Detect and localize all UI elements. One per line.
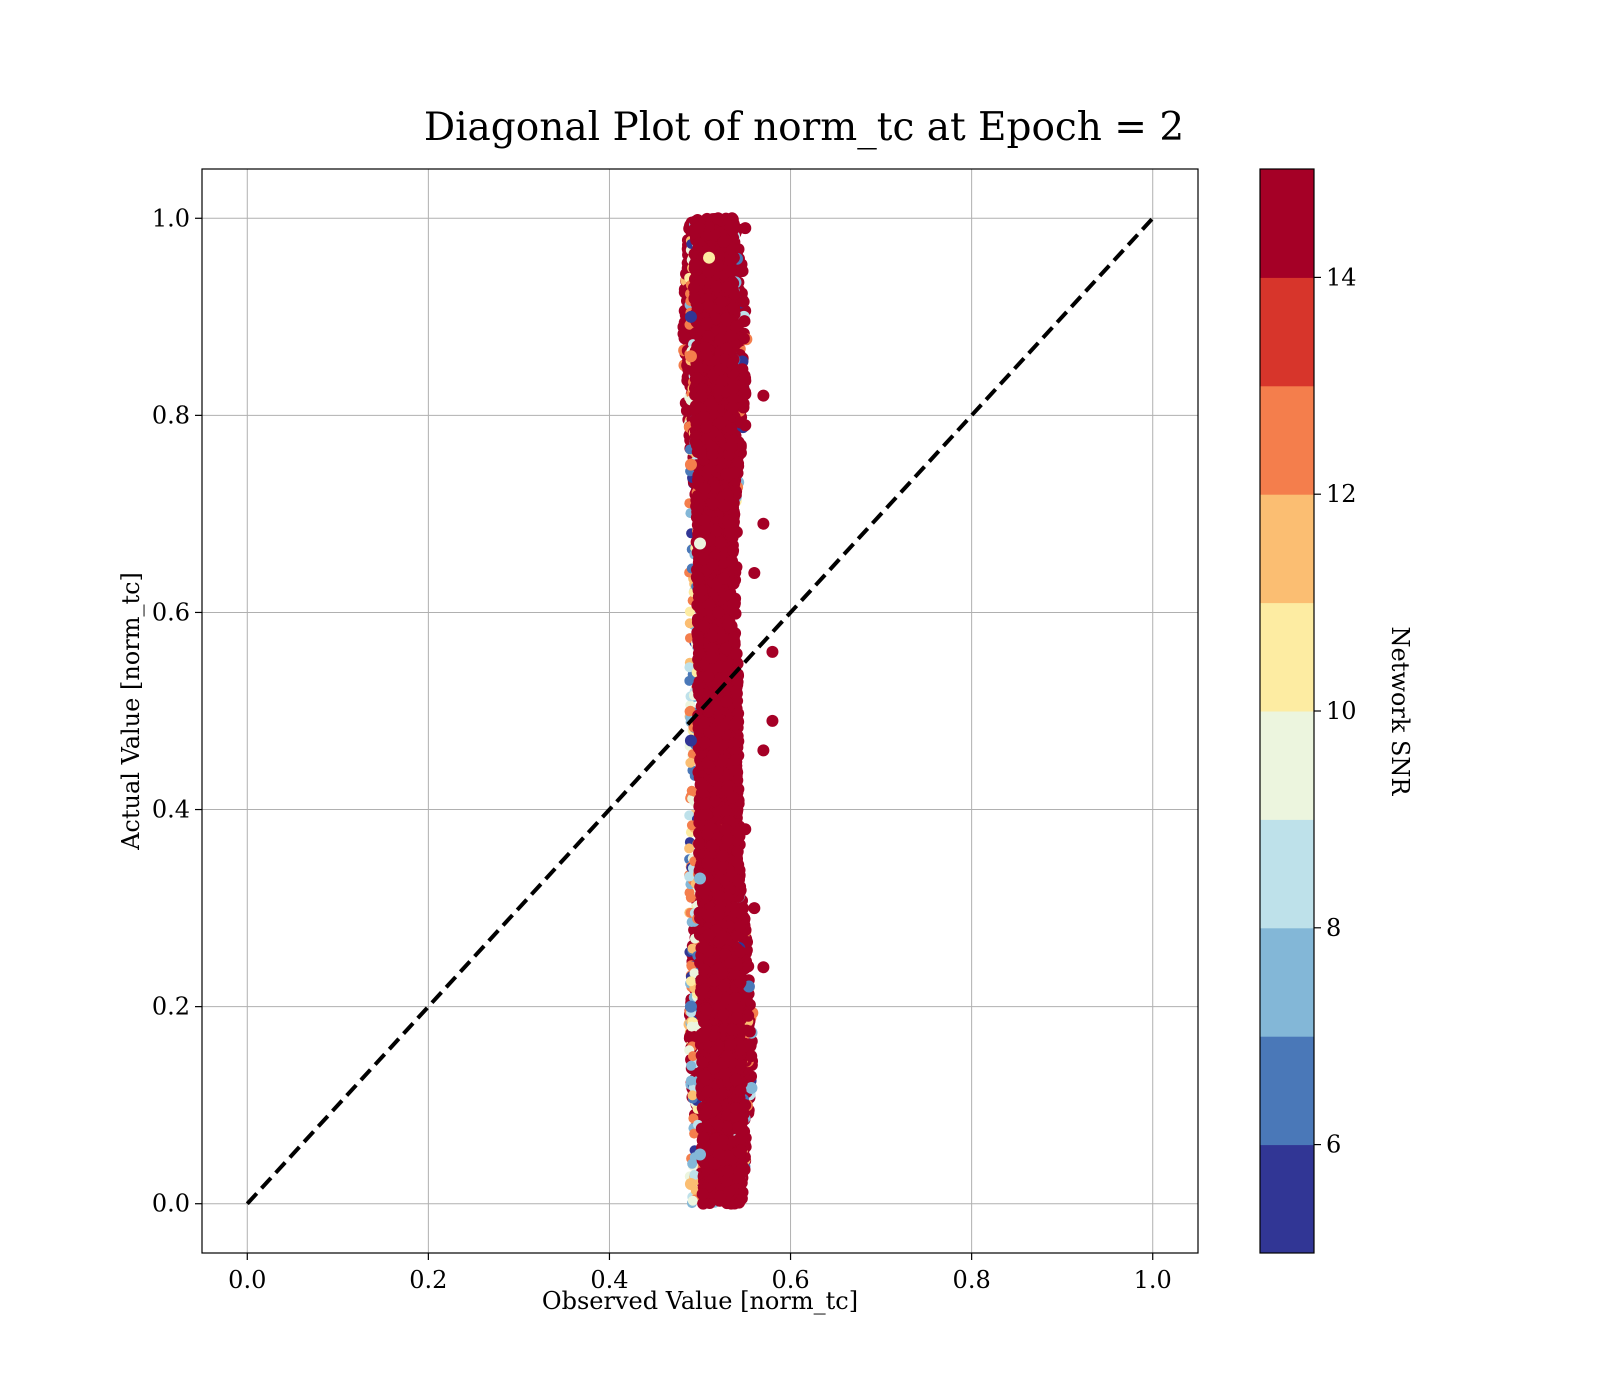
scatter-point	[687, 1195, 698, 1206]
scatter-point	[687, 1090, 698, 1101]
scatter-point	[684, 675, 695, 686]
scatter-point	[685, 892, 696, 903]
scatter-point	[684, 662, 695, 673]
scatter-point	[684, 606, 695, 617]
scatter-point	[729, 906, 742, 919]
plot-area: 0.0 0.2 0.4 0.6 0.8 1.0 0.00.20.40.60.81.0	[152, 168, 1199, 1294]
scatter-point	[737, 295, 750, 308]
scatter-point	[678, 332, 691, 345]
scatter-point	[737, 401, 750, 414]
scatter-point	[736, 265, 749, 278]
scatter-point	[685, 976, 696, 987]
scatter-point	[687, 943, 698, 954]
scatter-point	[693, 847, 706, 860]
scatter-point	[689, 968, 700, 979]
scatter-point	[745, 1081, 758, 1094]
scatter-point	[689, 1170, 700, 1181]
scatter-point	[685, 1075, 696, 1086]
scatter-point	[687, 1051, 698, 1062]
scatter-point	[685, 757, 696, 768]
chart-title: Diagonal Plot of norm_tc at Epoch = 2	[424, 105, 1184, 150]
scatter-point	[697, 1197, 710, 1210]
scatter-point	[745, 1050, 758, 1063]
scatter-point	[684, 810, 695, 821]
scatter-point	[684, 843, 695, 854]
scatter-point	[684, 871, 695, 882]
scatter-points	[677, 212, 779, 1210]
scatter-point	[686, 1060, 697, 1071]
